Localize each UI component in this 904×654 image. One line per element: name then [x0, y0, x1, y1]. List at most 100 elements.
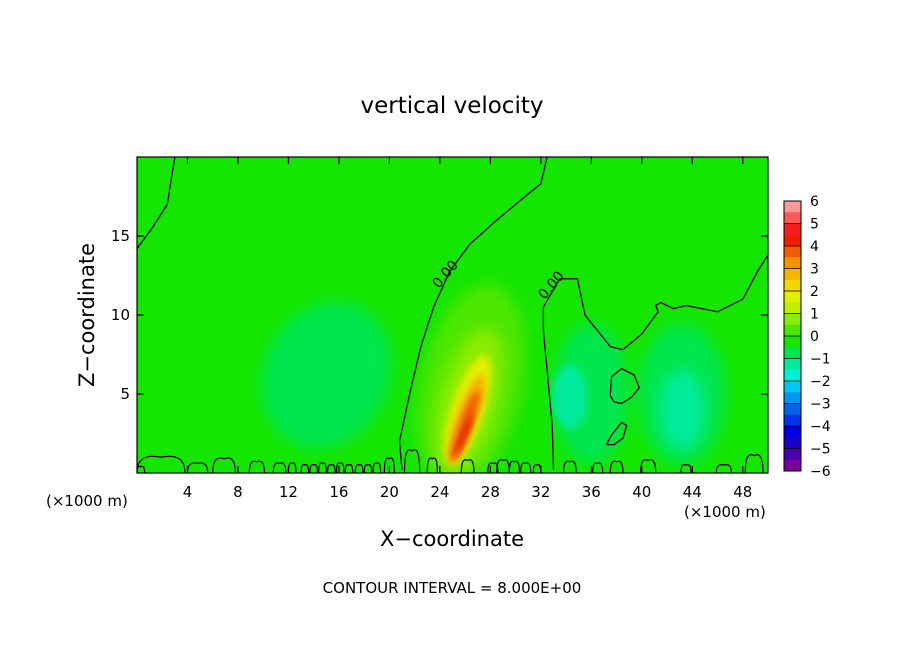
surface-contour-cell	[680, 464, 692, 473]
zero-contour-line	[605, 421, 628, 446]
colorbar-swatch	[784, 358, 801, 371]
surface-contour-cell	[212, 457, 236, 473]
colorbar-swatch	[784, 313, 801, 326]
colorbar-swatch	[784, 291, 801, 303]
colorbar-swatch	[784, 381, 801, 393]
surface-contour-cell	[592, 462, 604, 473]
x-tick-label: 12	[279, 483, 298, 501]
colorbar-swatch	[784, 279, 801, 292]
y-tick-label: 15	[111, 227, 130, 245]
colorbar-swatch	[784, 257, 801, 269]
x-tick-label: 24	[430, 483, 449, 501]
surface-contour-cell	[639, 459, 657, 473]
surface-contour-cell	[137, 455, 186, 473]
downdraft-region	[659, 370, 705, 450]
zero-contour-line	[398, 157, 548, 470]
colorbar-swatch	[784, 347, 801, 359]
x-tick-label: 48	[733, 483, 752, 501]
colorbar-swatch	[784, 437, 801, 449]
surface-contour-cell	[460, 459, 475, 473]
colorbar-tick-label: −2	[810, 374, 831, 390]
surface-contour-cell	[363, 464, 373, 473]
surface-contour-cell	[335, 462, 345, 473]
downdraft-region	[553, 322, 630, 466]
y-tick-label: 10	[111, 306, 130, 324]
surface-contour-cell	[609, 460, 624, 473]
surface-contour-cell	[715, 464, 732, 473]
y-axis-label: Z−coordinate	[75, 243, 99, 387]
surface-contour-cell	[309, 464, 319, 473]
colorbar-tick-label: 3	[810, 262, 819, 278]
x-tick-label: 8	[233, 483, 243, 501]
y-tick-label: 5	[120, 385, 130, 403]
surface-contour-cell	[496, 459, 510, 473]
zero-contour-line	[542, 254, 768, 470]
updraft-region	[455, 414, 473, 456]
x-tick-label: 28	[481, 483, 500, 501]
colorbar-swatch	[784, 201, 801, 213]
zero-contours	[137, 157, 768, 473]
surface-contour-cell	[327, 464, 336, 473]
x-tick-label: 40	[632, 483, 651, 501]
zero-contour-line	[137, 157, 176, 249]
surface-contour-cell	[354, 464, 364, 473]
zero-contour-line	[609, 368, 640, 405]
colorbar-swatch	[784, 369, 801, 382]
surface-contour-cell	[272, 462, 287, 473]
colorbar-tick-label: 0	[810, 329, 819, 345]
x-tick-label: 16	[329, 483, 348, 501]
velocity-field	[260, 285, 727, 473]
colorbar-tick-label: 5	[810, 217, 819, 233]
colorbar-tick-label: 6	[810, 194, 819, 210]
chart-title: vertical velocity	[361, 93, 544, 119]
colorbar-tick-label: 4	[810, 239, 819, 255]
colorbar-swatch	[784, 403, 801, 416]
surface-contour-cell	[300, 464, 310, 473]
surface-contour-cell	[563, 460, 577, 473]
colorbar-swatch	[784, 212, 801, 224]
colorbar-swatch	[784, 392, 801, 404]
surface-contour-cell	[508, 460, 520, 473]
surface-contour-cell	[344, 464, 354, 473]
colorbar-tick-label: −1	[810, 352, 831, 368]
surface-contour-cell	[744, 454, 764, 473]
surface-contour-cell	[403, 449, 421, 473]
surface-contour-cell	[248, 460, 266, 473]
colorbar-tick-label: 1	[810, 307, 819, 323]
surface-contour-cell	[186, 462, 209, 473]
colorbar-tick-label: 2	[810, 284, 819, 300]
x-tick-label: 20	[380, 483, 399, 501]
colorbar-tick-label: −6	[810, 464, 831, 480]
surface-contour-cell	[520, 462, 532, 473]
x-tick-label: 4	[183, 483, 193, 501]
colorbar-swatch	[784, 268, 801, 281]
x-unit-left: (×1000 m)	[46, 492, 128, 510]
x-tick-label: 32	[531, 483, 550, 501]
x-axis-label: X−coordinate	[380, 527, 524, 551]
colorbar-swatch	[784, 302, 801, 314]
colorbar-swatch	[784, 223, 801, 236]
colorbar-swatch	[784, 246, 801, 258]
colorbar-tick-label: −5	[810, 442, 831, 458]
surface-contour-cell	[318, 462, 327, 473]
colorbar-tick-label: −4	[810, 419, 831, 435]
colorbar-swatch	[784, 336, 801, 348]
downdraft-region	[260, 301, 392, 449]
colorbar-swatch	[784, 448, 801, 461]
colorbar-swatch	[784, 426, 801, 438]
colorbar-swatch	[784, 459, 801, 472]
colorbar: 6 5 4 3 2 1 0 −1 −2 −3 −4 −5 −6	[783, 194, 831, 480]
x-tick-label: 44	[683, 483, 702, 501]
downdraft-region	[552, 365, 588, 429]
x-tick-label: 36	[582, 483, 601, 501]
colorbar-swatch	[784, 234, 801, 247]
colorbar-swatch	[784, 324, 801, 337]
surface-contour-cell	[372, 462, 382, 473]
surface-contour-cell	[383, 457, 395, 473]
colorbar-tick-label: −3	[810, 397, 831, 413]
contour-interval-footer: CONTOUR INTERVAL = 8.000E+00	[323, 579, 582, 597]
colorbar-swatch	[784, 414, 801, 427]
